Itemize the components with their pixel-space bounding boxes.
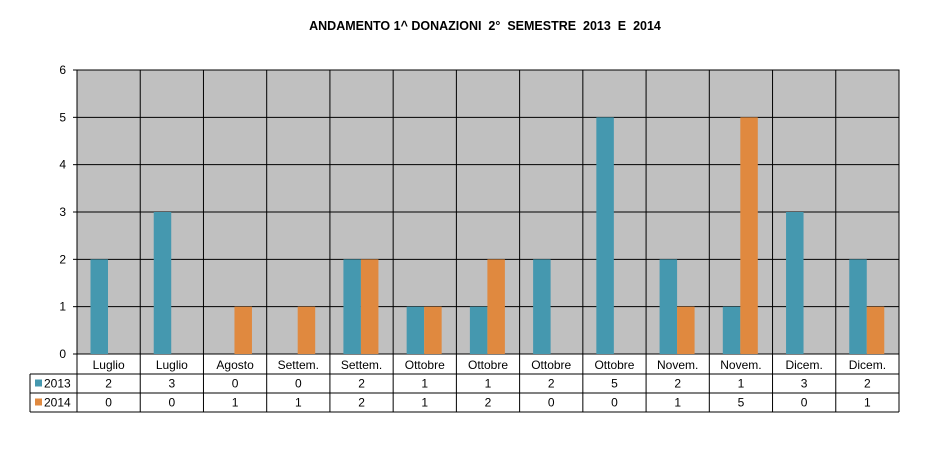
data-label: 2: [485, 396, 492, 410]
data-label: 2: [548, 377, 555, 391]
category-label: Agosto: [216, 358, 254, 372]
data-label: 0: [232, 377, 239, 391]
legend-label: 2014: [44, 396, 71, 410]
y-tick-label: 3: [59, 205, 66, 219]
data-label: 3: [169, 377, 176, 391]
data-label: 3: [801, 377, 808, 391]
bar-2013: [90, 259, 108, 354]
bar-2013: [849, 259, 867, 354]
category-label: Novem.: [720, 358, 761, 372]
legend-label: 2013: [44, 377, 71, 391]
y-tick-label: 2: [59, 252, 66, 266]
bar-2013: [153, 212, 172, 354]
data-label: 0: [105, 396, 112, 410]
category-label: Settem.: [341, 358, 382, 372]
y-tick-label: 6: [59, 63, 66, 77]
bar-2013: [659, 259, 678, 354]
legend-key-2014: [35, 398, 42, 406]
y-tick-label: 1: [59, 300, 66, 314]
bar-2013: [343, 259, 361, 354]
data-label: 1: [485, 377, 492, 391]
bar-2014: [740, 117, 758, 354]
category-label: Luglio: [93, 358, 125, 372]
data-label: 1: [738, 377, 745, 391]
data-label: 0: [801, 396, 808, 410]
category-label: Dicem.: [849, 358, 886, 372]
data-label: 1: [421, 377, 428, 391]
category-label: Ottobre: [468, 358, 508, 372]
data-label: 0: [548, 396, 555, 410]
data-label: 2: [864, 377, 871, 391]
data-label: 2: [674, 377, 681, 391]
bar-2014: [234, 306, 252, 354]
data-label: 1: [295, 396, 302, 410]
bar-2013: [722, 306, 741, 354]
data-label: 1: [232, 396, 239, 410]
y-tick-label: 4: [59, 158, 66, 172]
bar-2014: [424, 306, 442, 354]
y-tick-label: 0: [59, 347, 66, 361]
category-label: Dicem.: [785, 358, 822, 372]
data-label: 0: [169, 396, 176, 410]
data-label: 5: [738, 396, 745, 410]
bar-2013: [406, 306, 425, 354]
data-label: 5: [611, 377, 618, 391]
bar-2013: [469, 306, 488, 354]
bar-2014: [866, 306, 885, 354]
data-label: 2: [105, 377, 112, 391]
data-label: 2: [358, 396, 365, 410]
bar-2013: [533, 259, 551, 354]
data-label: 1: [674, 396, 681, 410]
data-label: 0: [295, 377, 302, 391]
data-label: 1: [864, 396, 871, 410]
category-label: Ottobre: [405, 358, 445, 372]
y-tick-label: 5: [59, 110, 66, 124]
category-label: Novem.: [657, 358, 698, 372]
bar-2014: [677, 306, 695, 354]
bar-2013: [786, 212, 804, 354]
bar-2014: [297, 306, 316, 354]
bar-2014: [360, 259, 379, 354]
category-label: Luglio: [156, 358, 188, 372]
category-label: Settem.: [278, 358, 319, 372]
category-label: Ottobre: [531, 358, 571, 372]
legend-key-2013: [35, 379, 42, 387]
bar-2013: [596, 117, 614, 354]
category-label: Ottobre: [594, 358, 634, 372]
data-label: 0: [611, 396, 618, 410]
chart-title: ANDAMENTO 1^ DONAZIONI 2° SEMESTRE 2013 …: [309, 19, 661, 33]
data-label: 2: [358, 377, 365, 391]
bar-2014: [487, 259, 505, 354]
data-label: 1: [421, 396, 428, 410]
